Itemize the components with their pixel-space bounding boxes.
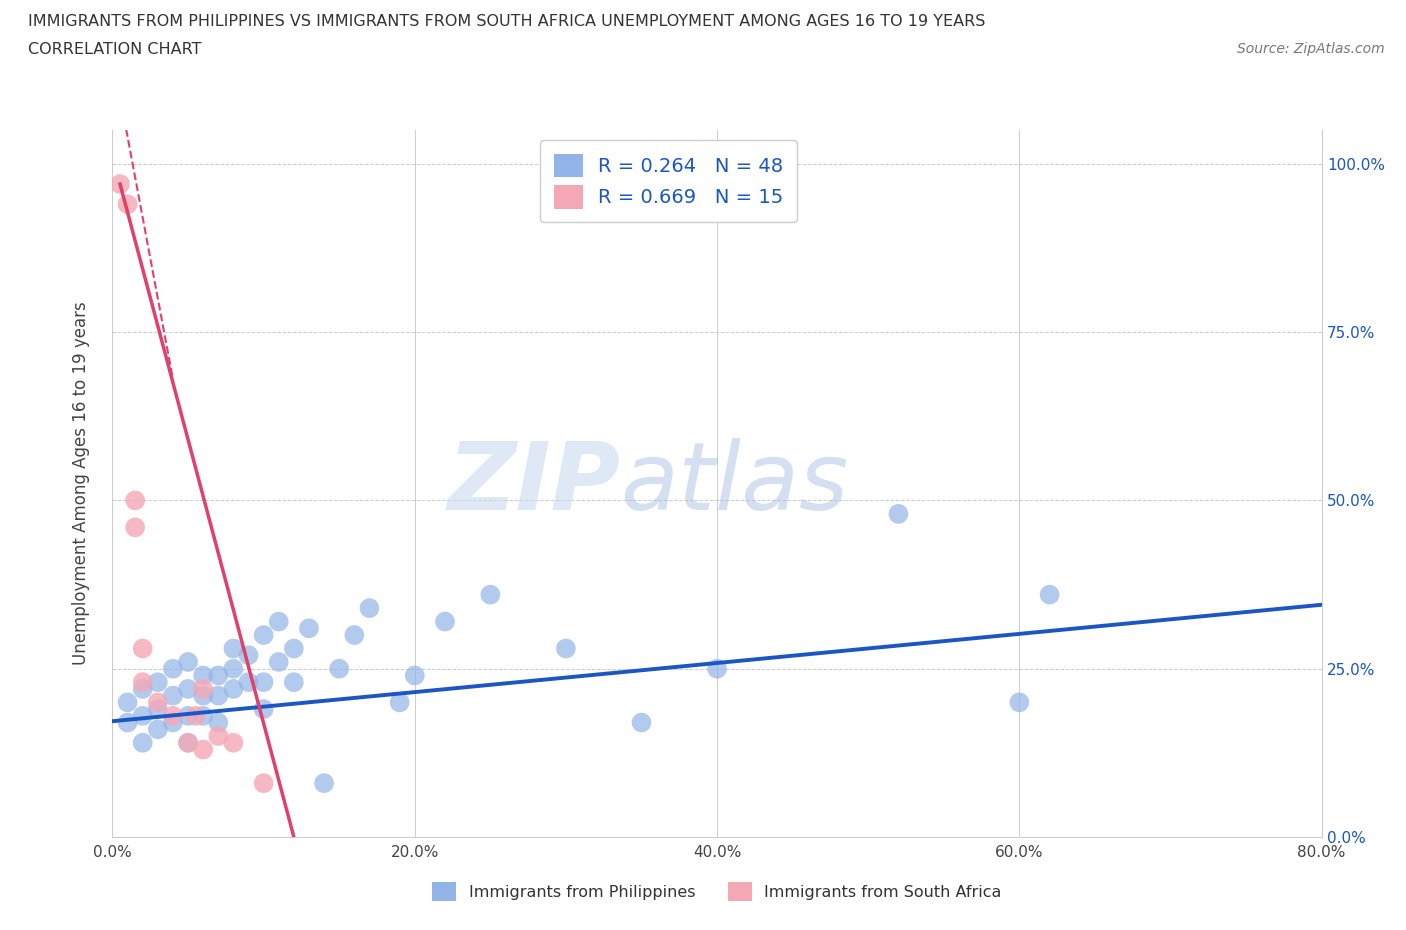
Point <box>222 736 245 751</box>
Point <box>191 742 214 757</box>
Text: Source: ZipAtlas.com: Source: ZipAtlas.com <box>1237 42 1385 56</box>
Point <box>253 776 276 790</box>
Point <box>283 675 305 690</box>
Point <box>298 621 321 636</box>
Point <box>177 682 200 697</box>
Point <box>253 675 276 690</box>
Text: atlas: atlas <box>620 438 849 529</box>
Point <box>146 722 169 737</box>
Point <box>177 736 200 751</box>
Point <box>253 628 276 643</box>
Point <box>108 177 131 192</box>
Point <box>191 668 214 683</box>
Point <box>359 601 381 616</box>
Point <box>132 709 155 724</box>
Point <box>177 655 200 670</box>
Point <box>343 628 366 643</box>
Point <box>1008 695 1031 710</box>
Point <box>146 695 169 710</box>
Point <box>146 701 169 716</box>
Point <box>207 728 229 743</box>
Point <box>238 648 260 663</box>
Point <box>162 709 184 724</box>
Point <box>177 736 200 751</box>
Point <box>267 655 290 670</box>
Point <box>124 493 146 508</box>
Point <box>554 641 576 656</box>
Legend: Immigrants from Philippines, Immigrants from South Africa: Immigrants from Philippines, Immigrants … <box>419 869 1015 914</box>
Point <box>117 695 139 710</box>
Point <box>191 682 214 697</box>
Point <box>706 661 728 676</box>
Point <box>404 668 426 683</box>
Point <box>630 715 652 730</box>
Point <box>124 520 146 535</box>
Text: CORRELATION CHART: CORRELATION CHART <box>28 42 201 57</box>
Text: IMMIGRANTS FROM PHILIPPINES VS IMMIGRANTS FROM SOUTH AFRICA UNEMPLOYMENT AMONG A: IMMIGRANTS FROM PHILIPPINES VS IMMIGRANT… <box>28 14 986 29</box>
Point <box>207 668 229 683</box>
Point <box>162 688 184 703</box>
Point <box>1038 587 1062 602</box>
Point <box>117 197 139 212</box>
Point <box>162 661 184 676</box>
Point <box>177 709 200 724</box>
Point <box>132 641 155 656</box>
Point <box>314 776 336 790</box>
Point <box>162 715 184 730</box>
Point <box>222 641 245 656</box>
Point <box>207 688 229 703</box>
Point <box>479 587 502 602</box>
Point <box>132 675 155 690</box>
Point <box>222 682 245 697</box>
Point <box>222 661 245 676</box>
Point <box>132 736 155 751</box>
Point <box>191 688 214 703</box>
Point <box>191 709 214 724</box>
Point <box>267 614 290 629</box>
Point <box>253 701 276 716</box>
Point <box>207 715 229 730</box>
Point <box>117 715 139 730</box>
Y-axis label: Unemployment Among Ages 16 to 19 years: Unemployment Among Ages 16 to 19 years <box>72 301 90 666</box>
Point <box>388 695 411 710</box>
Point <box>132 682 155 697</box>
Point <box>433 614 456 629</box>
Point <box>238 675 260 690</box>
Point <box>328 661 350 676</box>
Point <box>184 709 207 724</box>
Point <box>887 507 910 522</box>
Point <box>146 675 169 690</box>
Point <box>283 641 305 656</box>
Text: ZIP: ZIP <box>447 438 620 529</box>
